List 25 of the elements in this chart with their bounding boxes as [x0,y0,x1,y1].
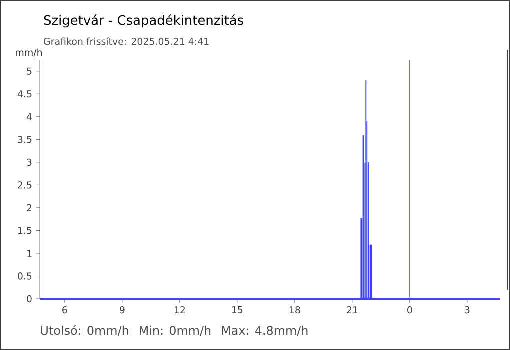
chart-title: Szigetvár - Csapadékintenzitás [44,14,244,28]
y-tick-label: 4 [26,113,32,120]
y-tick-label: 3 [27,158,32,166]
chart-subtitle: Grafikon frissítve: 2025.05.21 4:41 [44,37,209,46]
y-tick-label: 1.5 [18,227,32,234]
x-tick-label: 18 [290,306,300,314]
text: Max: 4.8mm/h [222,326,308,336]
x-tick-label: 3 [465,306,470,314]
y-tick-label: 3.5 [18,136,32,144]
y-axis-title: mm/h [16,48,42,57]
y-tick-label: 5 [27,68,32,75]
y-tick-label: 4.5 [18,90,32,98]
y-tick-label: 2 [27,204,32,212]
text: Min: 0mm/h [140,326,211,336]
x-tick-label: 0 [408,306,412,314]
y-tick-label: 2.5 [18,182,32,189]
text: Utolsó: 0mm/h [41,325,128,336]
y-tick-label: 0.5 [18,272,32,280]
x-tick-label: 9 [120,306,125,314]
x-tick-label: 12 [174,306,185,314]
y-tick-label: 0 [27,295,32,303]
x-tick-label: 15 [232,306,243,314]
x-tick-label: 21 [347,306,358,314]
x-tick-label: 6 [62,306,68,314]
y-tick-label: 1 [28,250,32,257]
